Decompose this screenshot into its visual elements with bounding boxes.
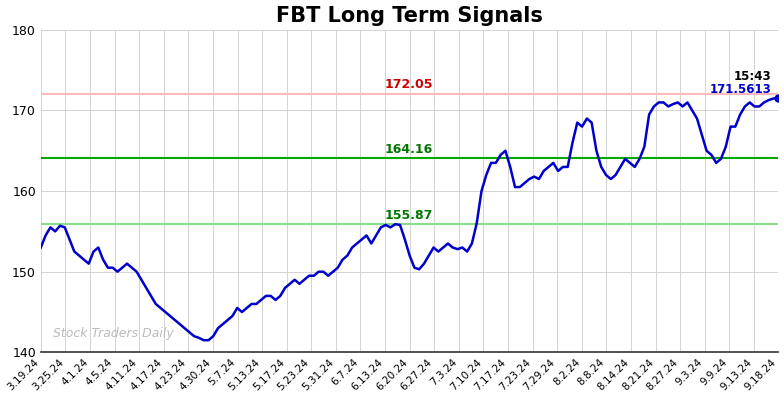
Text: 172.05: 172.05 [385, 78, 434, 91]
Text: 155.87: 155.87 [385, 209, 434, 222]
Text: 171.5613: 171.5613 [710, 83, 771, 96]
Text: Stock Traders Daily: Stock Traders Daily [53, 327, 174, 340]
Text: 164.16: 164.16 [385, 142, 434, 156]
Text: 15:43: 15:43 [734, 70, 771, 84]
Title: FBT Long Term Signals: FBT Long Term Signals [276, 6, 543, 25]
